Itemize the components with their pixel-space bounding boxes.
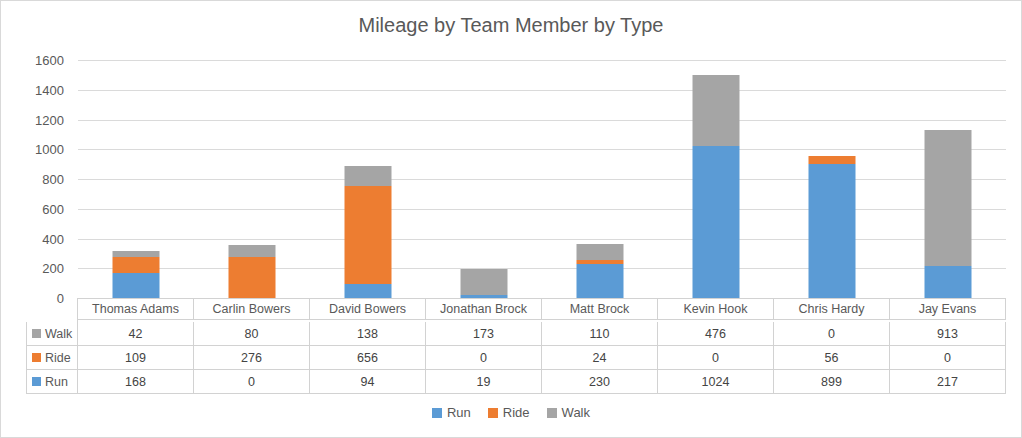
series-row-label-text: Run <box>45 375 68 389</box>
value-cell: 19 <box>426 370 542 394</box>
stacked-bar <box>577 60 624 298</box>
bar-segment-ride <box>113 257 160 273</box>
category-header-cell: Kevin Hook <box>658 298 774 320</box>
series-row-label-text: Ride <box>45 351 71 365</box>
series-key-swatch <box>32 377 41 386</box>
category-header-cell: Matt Brock <box>542 298 658 320</box>
bar-segment-run <box>577 264 624 298</box>
chart-window: Mileage by Team Member by Type 0 200 400 60… <box>0 0 1022 438</box>
value-cell: 168 <box>78 370 194 394</box>
value-cell: 0 <box>426 346 542 370</box>
bar-segment-ride <box>809 156 856 164</box>
series-key-swatch <box>32 329 41 338</box>
bar-segment-ride <box>345 186 392 284</box>
legend-item-walk: Walk <box>547 405 590 420</box>
legend-label: Run <box>447 405 471 420</box>
category-header-cell: Jonathan Brock <box>426 298 542 320</box>
value-cell: 109 <box>78 346 194 370</box>
value-cell: 138 <box>310 322 426 346</box>
stacked-bar <box>229 60 276 298</box>
bar-column <box>194 60 310 298</box>
value-cell: 56 <box>774 346 890 370</box>
bar-segment-run <box>809 164 856 298</box>
bars <box>78 60 1006 298</box>
legend: Run Ride Walk <box>1 405 1021 420</box>
stacked-bar <box>461 60 508 298</box>
bar-segment-walk <box>461 269 508 295</box>
value-cell: 0 <box>194 370 310 394</box>
bar-column <box>658 60 774 298</box>
legend-item-run: Run <box>432 405 471 420</box>
legend-swatch <box>432 408 442 418</box>
bar-segment-run <box>693 146 740 298</box>
category-header-cell: Jay Evans <box>890 298 1006 320</box>
data-table: Thomas AdamsCarlin BowersDavid BowersJon… <box>26 298 1006 394</box>
value-cell: 217 <box>890 370 1006 394</box>
bar-column <box>542 60 658 298</box>
plot-area <box>78 60 1006 298</box>
category-header-cell: David Bowers <box>310 298 426 320</box>
bar-segment-walk <box>925 130 972 266</box>
bar-column <box>890 60 1006 298</box>
bar-column <box>78 60 194 298</box>
value-cell: 476 <box>658 322 774 346</box>
value-cell: 110 <box>542 322 658 346</box>
bar-segment-run <box>925 266 972 298</box>
series-key-swatch <box>32 353 41 362</box>
value-cell: 230 <box>542 370 658 394</box>
table-corner-cell <box>26 298 78 322</box>
value-cell: 0 <box>658 346 774 370</box>
bar-segment-run <box>113 273 160 298</box>
category-header-cell: Chris Hardy <box>774 298 890 320</box>
y-tick-label: 600 <box>42 201 64 216</box>
value-cell: 173 <box>426 322 542 346</box>
value-cell: 80 <box>194 322 310 346</box>
value-cell: 899 <box>774 370 890 394</box>
bar-segment-walk <box>345 166 392 187</box>
value-cell: 0 <box>774 322 890 346</box>
bar-segment-run <box>345 284 392 298</box>
value-cell: 24 <box>542 346 658 370</box>
stacked-bar <box>345 60 392 298</box>
y-axis-labels: 02004006008001000120014001600 <box>1 60 71 298</box>
legend-label: Ride <box>503 405 530 420</box>
category-header-cell: Thomas Adams <box>78 298 194 320</box>
bar-column <box>774 60 890 298</box>
y-tick-label: 400 <box>42 231 64 246</box>
legend-swatch <box>488 408 498 418</box>
y-tick-label: 1600 <box>35 53 64 68</box>
y-tick-label: 800 <box>42 172 64 187</box>
value-cell: 94 <box>310 370 426 394</box>
stacked-bar <box>693 60 740 298</box>
series-row-label-text: Walk <box>45 327 72 341</box>
value-cell: 1024 <box>658 370 774 394</box>
category-header-cell: Carlin Bowers <box>194 298 310 320</box>
series-row-label: Ride <box>26 346 78 370</box>
series-row-label: Run <box>26 370 78 394</box>
value-cell: 656 <box>310 346 426 370</box>
y-tick-label: 1200 <box>35 112 64 127</box>
series-row-label: Walk <box>26 322 78 346</box>
value-cell: 913 <box>890 322 1006 346</box>
y-tick-label: 1000 <box>35 142 64 157</box>
legend-swatch <box>547 408 557 418</box>
stacked-bar <box>113 60 160 298</box>
bar-segment-walk <box>693 75 740 146</box>
value-cell: 276 <box>194 346 310 370</box>
y-tick-label: 200 <box>42 261 64 276</box>
chart-title: Mileage by Team Member by Type <box>1 14 1021 37</box>
legend-label: Walk <box>562 405 590 420</box>
stacked-bar <box>809 60 856 298</box>
bar-column <box>310 60 426 298</box>
stacked-bar <box>925 60 972 298</box>
bar-segment-ride <box>229 257 276 298</box>
bar-segment-walk <box>229 245 276 257</box>
bar-column <box>426 60 542 298</box>
value-cell: 0 <box>890 346 1006 370</box>
y-tick-label: 1400 <box>35 82 64 97</box>
legend-item-ride: Ride <box>488 405 530 420</box>
value-cell: 42 <box>78 322 194 346</box>
bar-segment-walk <box>577 244 624 260</box>
